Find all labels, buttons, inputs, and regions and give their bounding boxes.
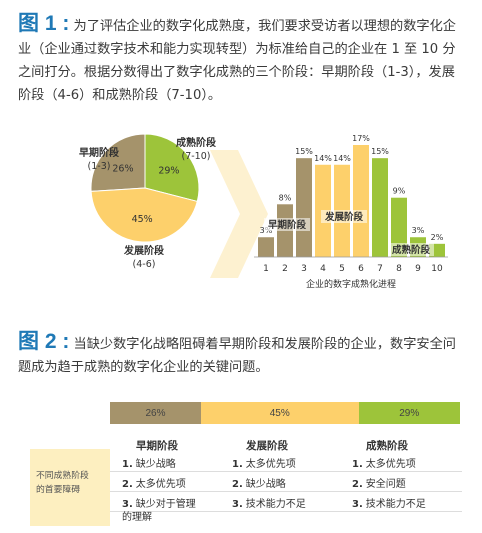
bar-7 [372,158,388,257]
bar-stage-label: 早期阶段 [268,219,307,231]
stage-label-bg [264,218,310,231]
pie-chart: 26% 29% 45% 早期阶段 (1-3) 成熟阶段 (7-10) 发展阶段 (4-6) [79,133,216,270]
barrier-item: 2. 安全问题 [352,479,406,490]
pie-slice-3 [90,187,198,243]
bar-value-label: 14% [333,154,351,163]
figure-2-label: 图 2 : [18,330,70,353]
pie-stage-range: (4-6) [133,259,156,270]
x-axis-label: 企业的数字成熟化进程 [306,278,396,290]
bar-1 [258,237,274,257]
bar-chart: 3%18%215%314%414%517%615%79%83%92%10企业的数… [254,134,448,290]
stage-head: 发展阶段 [246,440,288,452]
bar-8 [391,197,407,257]
barriers-table: 不同成熟阶段的首要障碍 26% 45% 29% 早期阶段 发展阶段 成熟阶段 1. 缺少战略 1… [22,402,466,533]
figure-2-text: 当缺少数字化战略阻碍着早期阶段和发展阶段的企业，数字安全问题成为趋于成熟的数字化… [18,337,456,375]
barrier-item: 3. 技术能力不足 [232,499,306,510]
barrier-item: 1. 太多优先项 [232,459,296,470]
figure-2-caption: 图 2 : 当缺少数字化战略阻碍着早期阶段和发展阶段的企业，数字安全问题成为趋于… [18,330,466,379]
x-tick-label: 6 [358,264,364,274]
pie-value-label: 26% [112,163,133,174]
row-divider [110,511,462,512]
pie-stage-name: 发展阶段 [123,244,164,257]
pie-slice-2 [144,133,200,203]
x-tick-label: 10 [431,264,443,274]
x-tick-label: 1 [263,264,269,274]
bar-6 [353,145,369,257]
stage-share-bar: 45% [201,402,359,424]
pie-value-label: 45% [132,214,153,225]
bar-value-label: 14% [314,154,332,163]
figure-1-text: 为了评估企业的数字化成熟度，我们要求受访者以理想的数字化企业（企业通过数字技术和… [18,19,456,103]
pie-stage-name: 成熟阶段 [176,136,216,149]
stage-label-bg [321,210,367,223]
row-divider [110,471,462,472]
x-tick-label: 8 [396,264,402,274]
x-tick-label: 7 [377,264,383,274]
barrier-item: 2. 太多优先项 [122,479,186,490]
pie-stage-range: (7-10) [182,151,211,162]
x-tick-label: 3 [301,264,307,274]
bar-3 [296,158,312,257]
stage-head: 早期阶段 [136,440,178,452]
pie-stage-range: (1-3) [88,161,111,172]
stage-share-bar: 26% [110,402,201,424]
connector-arrow [210,150,268,278]
barrier-item: 2. 缺少战略 [232,479,286,490]
bar-value-label: 15% [295,147,313,156]
figure-1-label: 图 1 : [18,12,70,35]
bar-value-label: 17% [352,134,370,143]
bar-stage-label: 成熟阶段 [392,244,431,256]
bar-value-label: 3% [412,226,425,235]
barrier-item: 3. 缺少对于管理的理解 [122,499,196,523]
pie-value-label: 29% [158,165,179,176]
figure-1-charts: 26%29%45%早期阶段(1-3)成熟阶段(7-10)发展阶段(4-6) 3%… [79,133,448,290]
row-divider [110,491,462,492]
stage-share-bar: 29% [358,402,460,424]
bar-value-label: 8% [279,193,292,202]
side-label-box [30,449,110,526]
bar-value-label: 15% [371,147,389,156]
stage-label-bg [388,243,434,256]
pie-slice-1 [90,133,146,192]
figure-1-caption: 图 1 : 为了评估企业的数字化成熟度，我们要求受访者以理想的数字化企业（企业通… [18,12,466,107]
x-tick-label: 5 [339,264,345,274]
x-tick-label: 4 [320,264,326,274]
x-tick-label: 9 [415,264,421,274]
side-label: 不同成熟阶段的首要障碍 [36,471,89,495]
bar-stage-label: 发展阶段 [324,211,364,223]
barrier-item: 1. 缺少战略 [122,459,176,470]
bar-value-label: 2% [431,233,444,242]
stage-head: 成熟阶段 [366,440,408,452]
x-tick-label: 2 [282,264,288,274]
barrier-item: 3. 技术能力不足 [352,499,426,510]
barrier-item: 1. 太多优先项 [352,459,416,470]
pie-stage-name: 早期阶段 [79,146,119,159]
bar-value-label: 9% [393,187,406,196]
